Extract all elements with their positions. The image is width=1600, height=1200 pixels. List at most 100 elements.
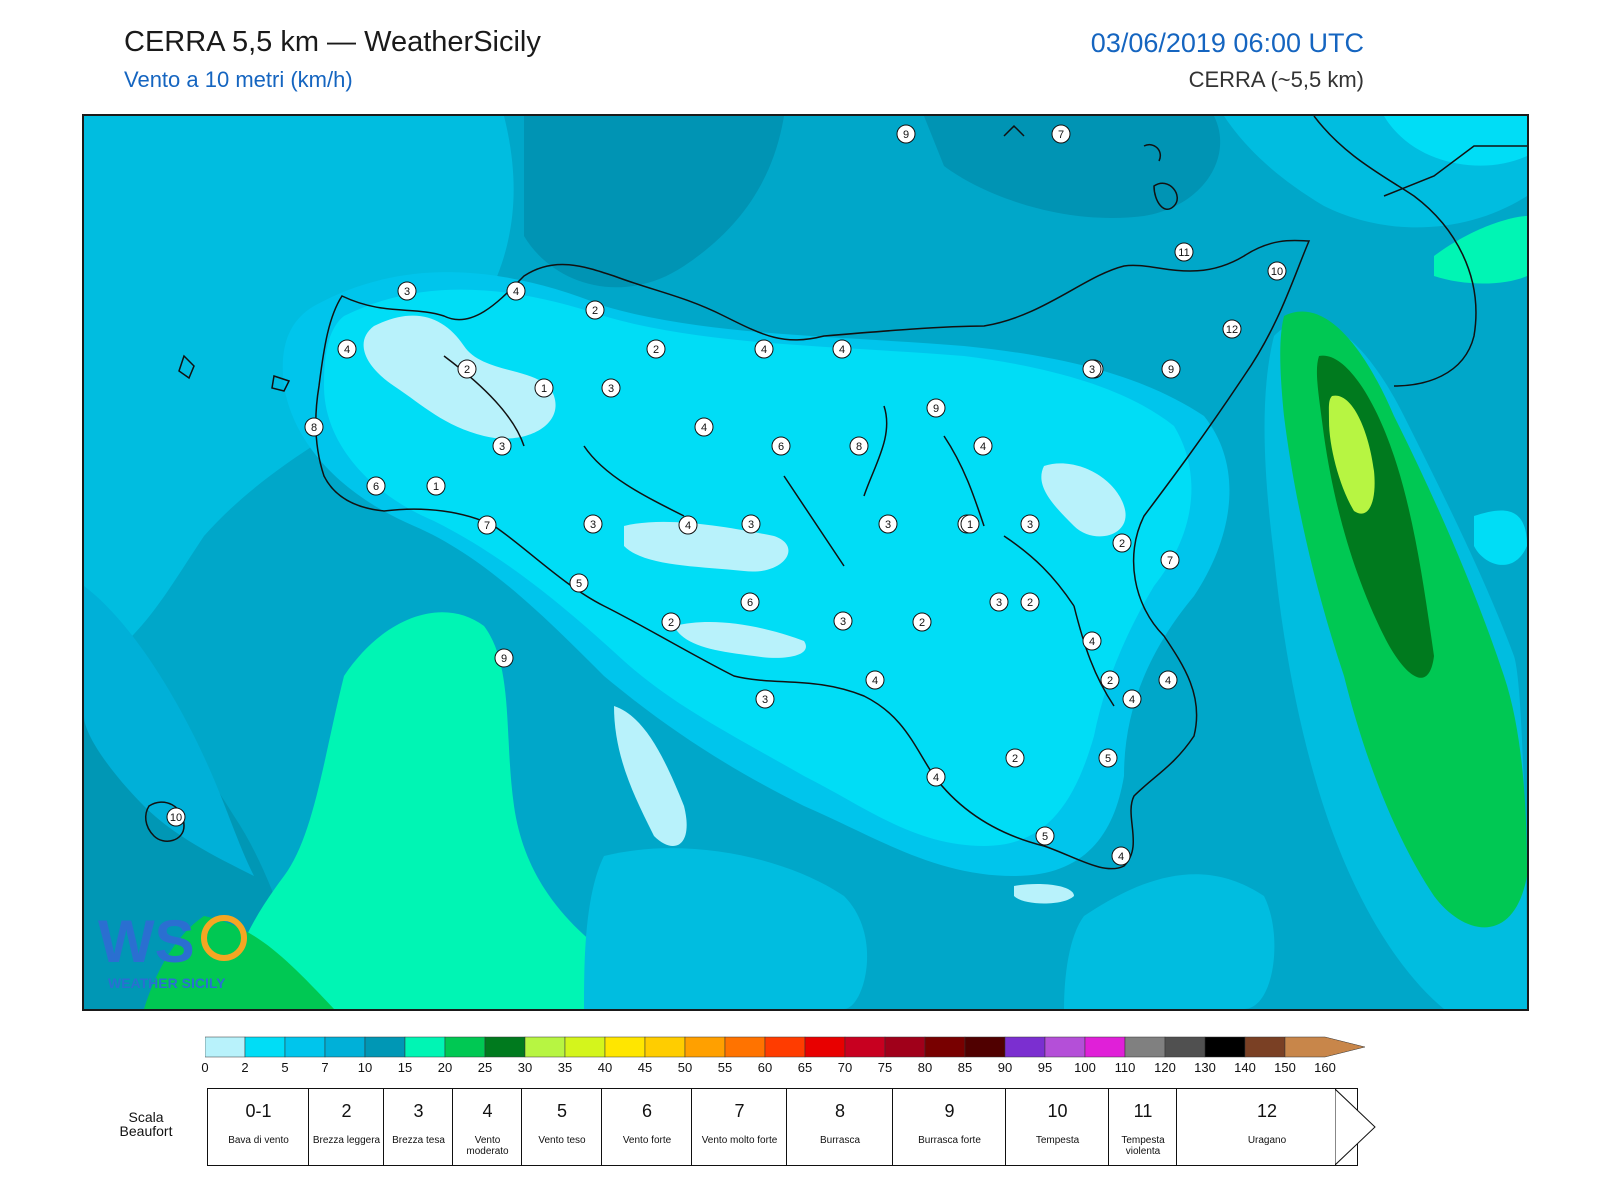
wind-station-marker: 2	[912, 612, 932, 632]
colorbar-tick-label: 130	[1194, 1060, 1216, 1075]
colorbar-segment	[484, 1036, 526, 1058]
colorbar-segment	[284, 1036, 326, 1058]
colorbar-tick-label: 90	[997, 1060, 1013, 1075]
beaufort-description: Uragano	[1247, 1135, 1287, 1146]
wind-station-marker: 4	[506, 281, 526, 301]
colorbar-segment	[244, 1036, 286, 1058]
colorbar-segment	[924, 1036, 966, 1058]
wind-station-value: 3	[608, 383, 614, 395]
wind-station-value: 2	[1107, 675, 1113, 687]
wind-station-value: 2	[1119, 538, 1125, 550]
colorbar-tick-label: 40	[597, 1060, 613, 1075]
wind-station-marker: 1	[960, 514, 980, 534]
wind-station-marker: 7	[1160, 550, 1180, 570]
map-title: CERRA 5,5 km — WeatherSicily	[124, 26, 541, 58]
wind-station-marker: 3	[583, 514, 603, 534]
beaufort-cell: 3 Brezza tesa	[383, 1088, 453, 1166]
colorbar-segment	[1084, 1036, 1126, 1058]
wind-station-value: 6	[747, 597, 753, 609]
wind-station-marker: 5	[1098, 748, 1118, 768]
wind-station-value: 1	[967, 519, 973, 531]
beaufort-arrow	[1335, 1088, 1376, 1166]
beaufort-label: Scala Beaufort	[119, 1109, 173, 1139]
colorbar-segment	[564, 1036, 606, 1058]
colorbar-tick-label: 70	[837, 1060, 853, 1075]
colorbar-tick-label: 20	[437, 1060, 453, 1075]
wind-station-value: 4	[1089, 636, 1095, 648]
wind-station-value: 2	[464, 364, 470, 376]
wind-station-marker: 5	[1035, 826, 1055, 846]
wind-station-marker: 4	[865, 670, 885, 690]
coastlines	[144, 116, 1527, 870]
colorbar-segment	[1244, 1036, 1286, 1058]
colorbar-tick-label: 100	[1074, 1060, 1096, 1075]
colorbar-ticks: 0 2 5 7 10 15 20 25 30 35 40 45 50 55 60 65 70 75 80 85 90 95…	[0, 1060, 1600, 1080]
wind-station-value: 11	[1178, 247, 1189, 259]
colorbar-segment	[524, 1036, 566, 1058]
wind-station-value: 3	[1027, 519, 1033, 531]
wind-station-value: 3	[404, 286, 410, 298]
wind-station-marker: 4	[832, 339, 852, 359]
beaufort-number: 12	[1256, 1101, 1278, 1121]
wind-station-marker: 4	[1122, 689, 1142, 709]
wind-station-value: 1	[433, 481, 439, 493]
colorbar-tick-label: 15	[397, 1060, 413, 1075]
wind-station-value: 2	[592, 305, 598, 317]
wind-station-marker: 9	[1161, 359, 1181, 379]
colorbar-tick-label: 35	[557, 1060, 573, 1075]
beaufort-cell: 4 Vento moderato	[452, 1088, 522, 1166]
beaufort-cell: 12 Uragano	[1176, 1088, 1358, 1166]
wind-station-marker: 10	[166, 807, 186, 827]
wind-station-value: 4	[513, 286, 519, 298]
colorbar-tick-label: 0	[201, 1060, 209, 1075]
colorbar-tick-label: 140	[1234, 1060, 1256, 1075]
colorbar-segment	[764, 1036, 806, 1058]
wind-station-value: 9	[1168, 364, 1174, 376]
wind-station-value: 6	[778, 441, 784, 453]
colorbar-tick-label: 60	[757, 1060, 773, 1075]
beaufort-number: 10	[1047, 1101, 1068, 1121]
colorbar-segment	[884, 1036, 926, 1058]
beaufort-description: Brezza tesa	[392, 1135, 445, 1146]
wind-station-value: 4	[1129, 694, 1135, 706]
wind-station-marker: 4	[1158, 670, 1178, 690]
wind-station-value: 4	[872, 675, 878, 687]
wind-station-marker: 6	[740, 592, 760, 612]
wind-station-marker: 4	[973, 436, 993, 456]
wind-station-marker: 9	[926, 398, 946, 418]
wind-station-marker: 4	[337, 339, 357, 359]
colorbar-tick-label: 110	[1114, 1060, 1136, 1075]
colorbar-segment	[1164, 1036, 1206, 1058]
wind-station-marker: 4	[678, 515, 698, 535]
colorbar-segment	[644, 1036, 686, 1058]
wind-station-value: 4	[980, 441, 986, 453]
colorbar-segment	[444, 1036, 486, 1058]
beaufort-cell: 2 Brezza leggera	[308, 1088, 384, 1166]
colorbar-segment	[604, 1036, 646, 1058]
wind-station-marker: 4	[754, 339, 774, 359]
colorbar-segment	[1284, 1036, 1366, 1058]
wind-station-value: 5	[1042, 831, 1048, 843]
wind-station-marker: 3	[601, 378, 621, 398]
wind-station-value: 3	[499, 441, 505, 453]
wind-station-value: 4	[933, 772, 939, 784]
beaufort-description: Burrasca	[819, 1135, 860, 1146]
colorbar-tick-label: 45	[637, 1060, 653, 1075]
beaufort-cell: 7 Vento molto forte	[691, 1088, 787, 1166]
wind-station-value: 2	[668, 617, 674, 629]
colorbar-segment	[364, 1036, 406, 1058]
beaufort-number: 11	[1133, 1101, 1153, 1121]
weathersicily-logo: WS WEATHER SICILY	[98, 908, 247, 991]
beaufort-description: Brezza leggera	[312, 1135, 381, 1146]
wind-station-marker: 10	[1267, 261, 1287, 281]
colorbar-tick-label: 50	[677, 1060, 693, 1075]
beaufort-description: Vento teso	[538, 1135, 586, 1146]
beaufort-number: 0-1	[245, 1101, 272, 1121]
wind-station-value: 1	[541, 383, 547, 395]
wind-station-marker: 11	[1174, 242, 1194, 262]
wind-map: 9711101234224134248981346894736974331322…	[82, 114, 1529, 1011]
wind-station-value: 7	[1167, 555, 1173, 567]
colorbar-tick-label: 75	[877, 1060, 893, 1075]
wind-station-marker: 3	[755, 689, 775, 709]
wind-station-marker: 3	[833, 611, 853, 631]
